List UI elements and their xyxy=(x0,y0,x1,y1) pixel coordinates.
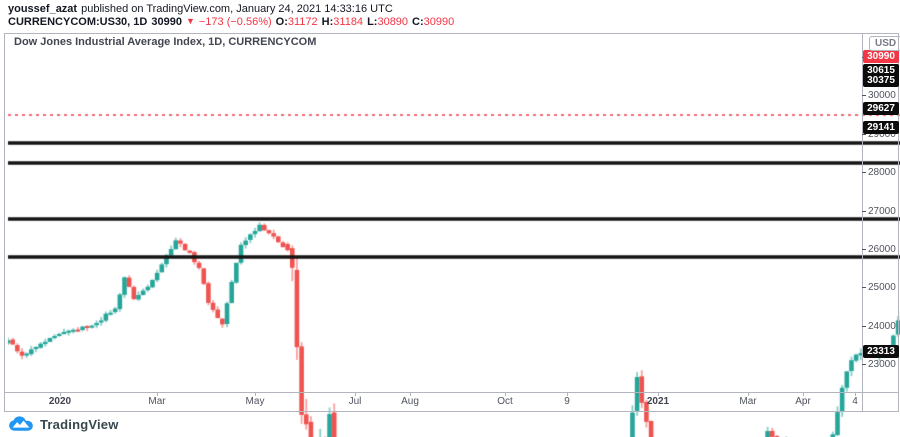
price-tick-mark xyxy=(862,172,866,174)
price-tick-label: 26000 xyxy=(868,244,896,255)
time-axis-label: 4 xyxy=(852,396,858,407)
tradingview-logo[interactable]: TradingView xyxy=(8,415,119,433)
price-tick-label: 29000 xyxy=(868,128,896,140)
time-tick-mark xyxy=(658,392,659,396)
price-tick-label: 27000 xyxy=(868,205,896,217)
price-tick-label: 23000 xyxy=(868,359,896,371)
time-tick-mark xyxy=(748,392,749,396)
time-tick-mark xyxy=(255,392,256,396)
cloud-icon xyxy=(8,416,34,432)
time-axis-label: Apr xyxy=(795,396,811,407)
chart-legend: Dow Jones Industrial Average Index, 1D, … xyxy=(14,36,317,48)
time-tick-mark xyxy=(803,392,804,396)
time-axis-label: Aug xyxy=(401,396,419,407)
time-tick-mark xyxy=(855,392,856,396)
price-tick-label: 28000 xyxy=(868,167,896,179)
last-price-badge: 30990 xyxy=(863,50,899,63)
price-tick-mark xyxy=(862,364,866,366)
time-axis-separator xyxy=(4,392,899,393)
brand-name: TradingView xyxy=(40,416,119,432)
price-tick-mark xyxy=(862,95,866,97)
time-tick-mark xyxy=(157,392,158,396)
chart-frame xyxy=(4,33,899,412)
time-axis-label: May xyxy=(245,396,265,407)
time-tick-mark xyxy=(567,392,568,396)
price-tick-label: 30000 xyxy=(868,90,896,102)
price-axis-separator xyxy=(862,33,863,412)
time-axis-label: 9 xyxy=(564,396,570,407)
time-tick-mark xyxy=(505,392,506,396)
currency-badge: USD xyxy=(869,36,900,51)
time-axis-label: 2020 xyxy=(48,396,72,407)
price-tick-mark xyxy=(862,249,866,250)
price-level-badge: 30375 xyxy=(863,73,899,87)
price-level-badge: 29627 xyxy=(863,102,899,116)
price-tick-label: 25000 xyxy=(868,282,896,294)
time-axis-label: Jul xyxy=(348,396,362,407)
time-axis-label: 2021 xyxy=(646,396,670,407)
price-tick-label: 24000 xyxy=(868,320,896,332)
price-level-badge: 29141 xyxy=(863,121,899,135)
time-axis-label: Oct xyxy=(497,396,513,407)
time-tick-mark xyxy=(60,392,61,396)
price-tick-mark xyxy=(862,133,866,135)
time-tick-mark xyxy=(355,392,356,396)
price-level-badge: 23313 xyxy=(863,345,899,359)
time-axis-label: Mar xyxy=(739,396,757,407)
price-axis[interactable]: 3100030000290002800027000260002500024000… xyxy=(862,33,899,392)
price-tick-mark xyxy=(862,325,866,327)
price-tick-mark xyxy=(862,287,866,289)
time-axis[interactable]: 2020 Mar May Jul Aug Oct 9 2021 Mar Apr 4 xyxy=(4,392,899,412)
price-tick-mark xyxy=(862,210,866,212)
time-axis-label: Mar xyxy=(148,396,166,407)
time-tick-mark xyxy=(410,392,411,396)
